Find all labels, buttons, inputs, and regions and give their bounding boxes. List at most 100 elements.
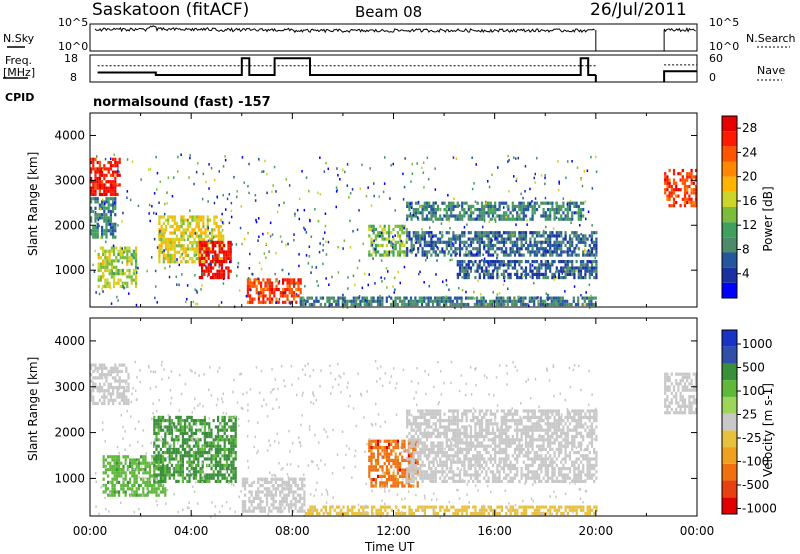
velocity-cell [230,419,233,423]
power-cell [555,211,558,215]
power-speck [260,267,263,271]
velocity-cell [133,480,136,484]
power-speck [314,208,316,211]
velocity-cell [423,415,426,419]
velocity-cell [417,438,420,442]
velocity-cell [555,511,558,516]
velocity-cell [123,385,126,390]
velocity-cell [157,460,160,464]
power-speck [387,270,389,273]
power-cell [302,299,305,303]
power-cell [496,272,499,276]
power-cell [518,250,521,254]
power-cell [500,201,503,205]
frequency-line [97,57,596,76]
velocity-cell [186,444,189,448]
power-cell [212,266,215,270]
power-cell [568,302,571,307]
power-cell [544,260,547,264]
power-cell [478,253,481,257]
power-cell [579,272,583,276]
power-cell [494,243,497,248]
power-cell [533,250,536,254]
power-cell [672,191,676,195]
velocity-cell [157,487,160,491]
power-speck [346,306,349,309]
power-cell [227,276,230,280]
velocity-cell [212,470,215,474]
power-cell [595,240,598,244]
velocity-cell [403,471,406,475]
power-speck [235,243,238,246]
velocity-cell [396,462,399,466]
power-cell [487,214,490,218]
power-speck [392,162,394,166]
power-speck [423,281,425,284]
velocity-cell [292,509,295,513]
power-cell [103,192,106,197]
power-cell [94,186,97,190]
power-cell [511,217,514,221]
velocity-cell [558,505,561,509]
power-cell [90,186,93,190]
velocity-cell [170,454,173,458]
power-cell [445,302,448,307]
velocity-cell [197,438,200,442]
velocity-cell [127,385,130,390]
power-cell [126,281,129,285]
power-cell [92,164,95,168]
velocity-cell [406,419,409,423]
velocity-cell [421,508,424,512]
power-speck [265,242,267,246]
velocity-cell [199,454,202,458]
velocity-cell [417,457,420,461]
velocity-cell [430,431,433,435]
power-cell [557,272,561,276]
velocity-cell [423,412,426,416]
power-speck [516,205,519,208]
velocity-cell [560,505,563,509]
power-speck [95,291,97,294]
power-speck [381,280,383,283]
power-cell [215,234,218,238]
power-cell [683,188,687,192]
power-cell [458,296,461,300]
power-cell [480,240,484,244]
velocity-cell [201,422,204,426]
velocity-cell [142,480,145,484]
velocity-cell [386,505,389,509]
power-cell [559,299,562,303]
power-speck [194,225,197,229]
power-cell [381,299,384,303]
velocity-cell [203,476,206,480]
power-speck [271,190,273,193]
velocity-cell [399,462,402,466]
velocity-cell [318,511,321,516]
velocity-cell [476,511,479,516]
velocity-cell [135,480,138,484]
power-cell [456,263,459,267]
power-cell [92,235,95,239]
velocity-cell [250,490,253,494]
velocity-cell [195,428,198,432]
power-cell [450,211,453,215]
power-cell [94,197,97,201]
power-speck [257,292,260,295]
power-cell [94,206,97,210]
velocity-cell [303,490,306,494]
velocity-cell [168,447,171,451]
power-cell [385,237,388,241]
power-cell [478,217,481,221]
velocity-cell [155,447,158,451]
power-cell [511,231,514,235]
velocity-cell [407,462,410,466]
power-speck [393,276,396,280]
power-cell [96,183,99,187]
velocity-cell [410,455,413,459]
velocity-cell [385,465,388,469]
power-speck [389,197,391,200]
power-speck [237,262,240,265]
power-speck [206,274,209,278]
velocity-cell [159,490,162,494]
power-cell [443,253,446,257]
